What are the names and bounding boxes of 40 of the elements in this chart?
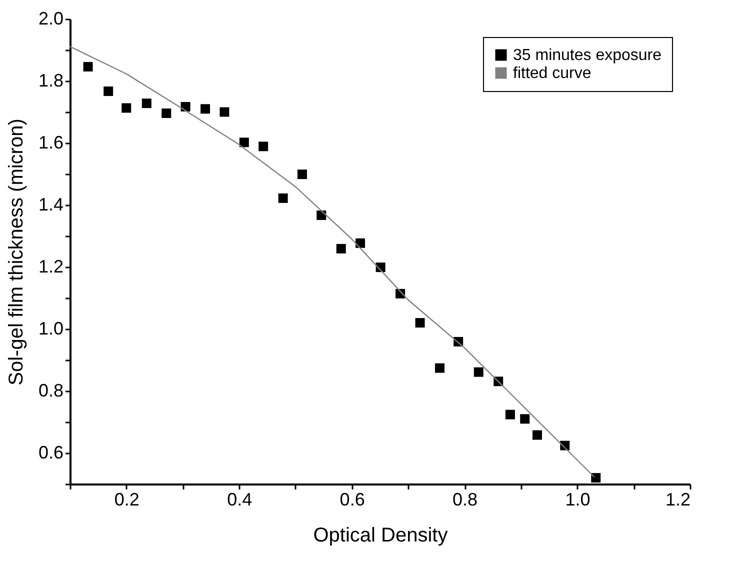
point [297, 170, 307, 180]
x-tick-label: 1.2 [665, 490, 690, 510]
point [591, 473, 601, 483]
x-tick-label: 0.2 [114, 490, 140, 510]
y-tick-label: 0.8 [38, 380, 64, 400]
point [162, 108, 172, 118]
y-tick-label: 1.8 [38, 70, 64, 90]
y-axis-title: Sol-gel film thickness (micron) [5, 118, 28, 386]
y-tick-label: 1.6 [38, 132, 64, 152]
point [336, 244, 346, 254]
point [142, 98, 152, 108]
x-tick-label: 1.0 [565, 490, 590, 510]
point [520, 414, 530, 424]
point [316, 210, 326, 220]
y-tick-label: 2.0 [38, 8, 64, 28]
point [278, 193, 288, 203]
point [356, 238, 366, 248]
legend-label: fitted curve [513, 65, 592, 82]
point [83, 62, 93, 72]
x-axis-title: Optical Density [313, 524, 448, 546]
point [104, 86, 114, 96]
point [474, 367, 484, 377]
x-tick-label: 0.4 [227, 490, 252, 510]
y-tick-label: 1.0 [38, 318, 64, 338]
point [532, 430, 542, 440]
point [505, 410, 515, 420]
y-tick-label: 0.6 [38, 442, 64, 462]
x-tick-label: 0.6 [340, 490, 365, 510]
x-tick-label: 0.8 [452, 490, 478, 510]
point [122, 103, 132, 113]
point [435, 363, 444, 373]
y-tick-label: 1.2 [38, 256, 64, 276]
point [415, 318, 425, 328]
point [180, 102, 190, 112]
y-tick-label: 1.4 [38, 194, 64, 214]
point [200, 104, 210, 114]
legend-label: 35 minutes exposure [513, 47, 662, 64]
point [258, 142, 268, 152]
point [220, 107, 230, 117]
point [239, 138, 249, 148]
